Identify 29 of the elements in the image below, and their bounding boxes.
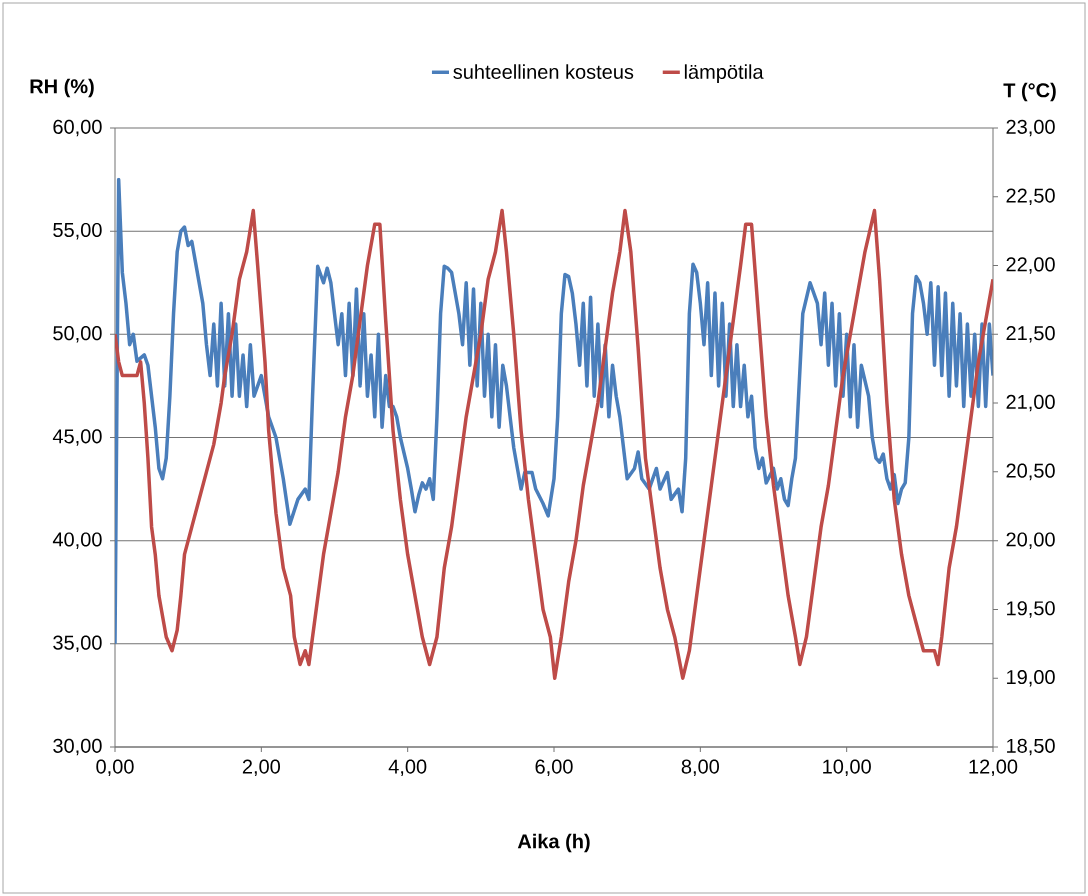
x-tick-label: 2,00 xyxy=(242,759,281,777)
y-tick-label: 35,00 xyxy=(53,635,102,653)
x-tick-label: 12,00 xyxy=(969,759,1018,777)
y-axis-title: RH (%) xyxy=(30,78,94,98)
x-tick-label: 0,00 xyxy=(96,759,134,777)
legend-label: suhteellinen kosteus xyxy=(453,64,634,79)
y2-tick-label: 18,50 xyxy=(1007,738,1055,756)
y2-tick-label: 19,00 xyxy=(1007,669,1055,687)
x-tick-label: 4,00 xyxy=(388,759,427,777)
x-axis-title: Aika (h) xyxy=(517,833,590,853)
y2-tick-label: 23,00 xyxy=(1006,119,1055,137)
y2-axis-title: T (°C) xyxy=(1003,82,1056,102)
y-tick-label: 30,00 xyxy=(53,738,102,756)
y2-tick-label: 22,00 xyxy=(1006,257,1055,274)
y2-tick-label: 19,50 xyxy=(1007,601,1055,618)
y-tick-label: 50,00 xyxy=(53,326,102,343)
y2-tick-label: 20,00 xyxy=(1006,532,1055,549)
y-tick-label: 55,00 xyxy=(53,222,102,240)
x-tick-label: 8,00 xyxy=(681,759,720,777)
y2-tick-label: 21,50 xyxy=(1006,326,1055,343)
x-tick-label: 6,00 xyxy=(535,759,573,777)
x-tick-label: 10,00 xyxy=(823,759,871,777)
y-tick-label: 40,00 xyxy=(52,532,102,549)
y2-tick-label: 20,50 xyxy=(1006,463,1055,481)
y2-tick-label: 22,50 xyxy=(1006,188,1055,206)
legend-label: lämpötila xyxy=(684,64,764,83)
y-tick-label: 45,00 xyxy=(52,429,102,446)
y2-tick-label: 21,00 xyxy=(1006,394,1055,412)
y-tick-label: 60,00 xyxy=(53,119,102,137)
